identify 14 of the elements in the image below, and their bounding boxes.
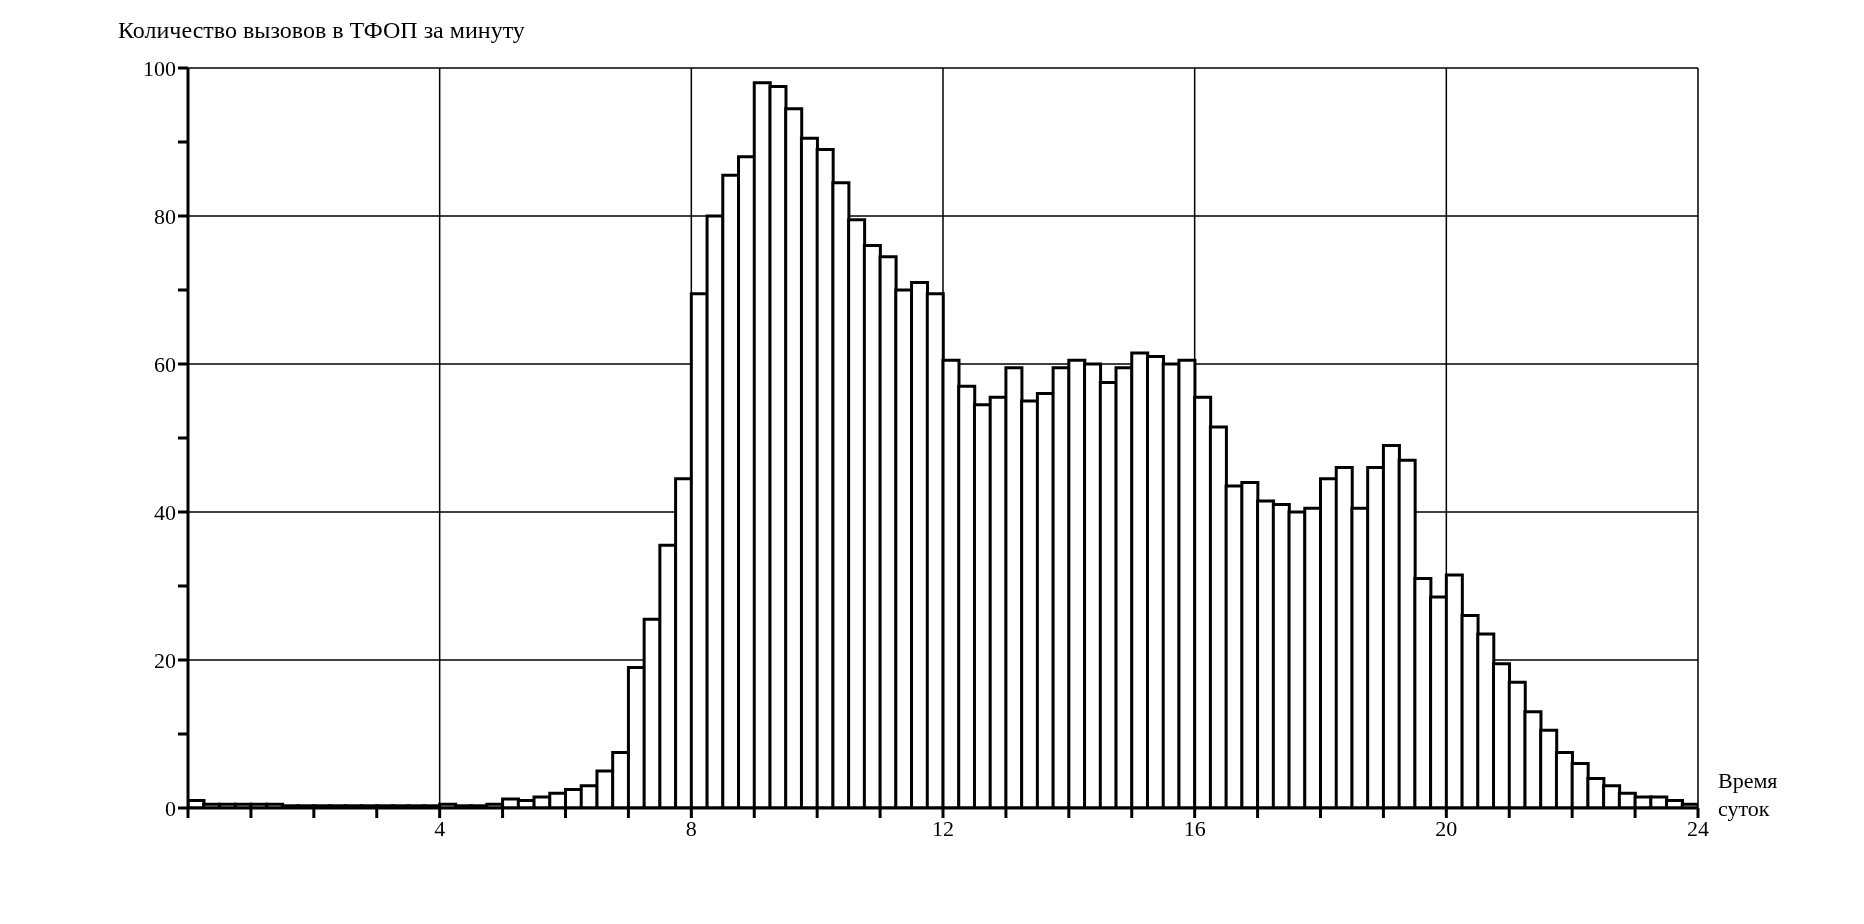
y-tick-label: 60 <box>154 351 176 377</box>
x-tick-label: 8 <box>685 815 697 841</box>
x-tick-label: 24 <box>1687 815 1709 841</box>
y-tick-label: 100 <box>143 55 176 81</box>
x-tick-label: 12 <box>932 815 954 841</box>
y-axis-title: Количество вызовов в ТФОП за минуту <box>118 17 525 43</box>
x-tick-label: 4 <box>434 815 446 841</box>
x-axis-title: Время суток <box>1718 768 1778 821</box>
y-tick-label: 0 <box>165 795 176 821</box>
x-tick-label: 20 <box>1435 815 1458 841</box>
y-tick-label: 40 <box>154 499 176 525</box>
x-tick-label: 16 <box>1183 815 1206 841</box>
y-tick-label: 20 <box>154 647 176 673</box>
y-tick-label: 80 <box>154 203 176 229</box>
